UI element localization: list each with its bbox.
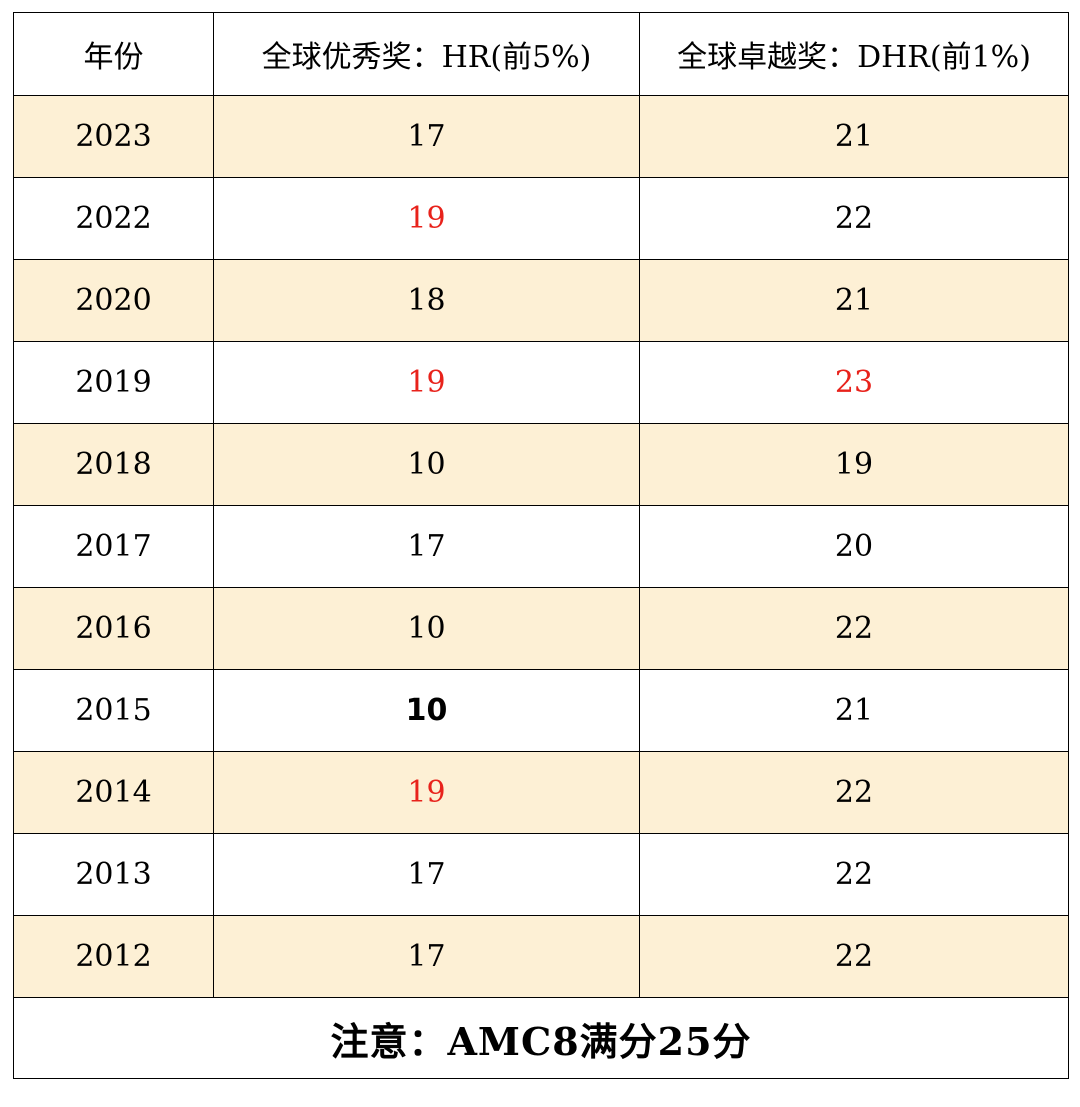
header-year: 年份: [13, 12, 214, 96]
cell-hr-score: 10: [213, 669, 640, 752]
cell-hr-score: 17: [213, 833, 640, 916]
cell-hr-score: 18: [213, 259, 640, 342]
header-row: 年份 全球优秀奖：HR(前5%) 全球卓越奖：DHR(前1%): [13, 12, 1069, 96]
cell-dhr-score: 21: [639, 95, 1069, 178]
cell-dhr-score: 21: [639, 259, 1069, 342]
table-row: 2018 10 19: [13, 423, 1069, 506]
cell-year: 2019: [13, 341, 214, 424]
table-row: 2012 17 22: [13, 915, 1069, 998]
table-row: 2023 17 21: [13, 95, 1069, 178]
table-body: 年份 全球优秀奖：HR(前5%) 全球卓越奖：DHR(前1%) 2023 17 21…: [13, 12, 1069, 1079]
cell-year: 2012: [13, 915, 214, 998]
cell-year: 2023: [13, 95, 214, 178]
cell-year: 2018: [13, 423, 214, 506]
cell-dhr-score: 20: [639, 505, 1069, 588]
cell-year: 2022: [13, 177, 214, 260]
note-row: 注意：AMC8满分25分: [13, 997, 1069, 1079]
cell-hr-score: 17: [213, 915, 640, 998]
table-row: 2020 18 21: [13, 259, 1069, 342]
table-row: 2014 19 22: [13, 751, 1069, 834]
cell-dhr-score: 22: [639, 587, 1069, 670]
table-row: 2013 17 22: [13, 833, 1069, 916]
cell-year: 2016: [13, 587, 214, 670]
table-row: 2019 19 23: [13, 341, 1069, 424]
cell-dhr-score: 22: [639, 177, 1069, 260]
cell-dhr-score: 19: [639, 423, 1069, 506]
cell-dhr-score: 23: [639, 341, 1069, 424]
cell-hr-score: 19: [213, 177, 640, 260]
cell-year: 2020: [13, 259, 214, 342]
cell-hr-score: 19: [213, 341, 640, 424]
cell-year: 2014: [13, 751, 214, 834]
cell-hr-score: 17: [213, 95, 640, 178]
cell-year: 2017: [13, 505, 214, 588]
header-hr: 全球优秀奖：HR(前5%): [213, 12, 640, 96]
table-row: 2016 10 22: [13, 587, 1069, 670]
header-dhr: 全球卓越奖：DHR(前1%): [639, 12, 1069, 96]
cell-dhr-score: 21: [639, 669, 1069, 752]
cell-year: 2015: [13, 669, 214, 752]
cell-hr-score: 10: [213, 587, 640, 670]
full-score-note: 注意：AMC8满分25分: [13, 997, 1069, 1079]
cell-hr-score: 17: [213, 505, 640, 588]
table-row: 2017 17 20: [13, 505, 1069, 588]
table-row: 2015 10 21: [13, 669, 1069, 752]
cell-hr-score: 10: [213, 423, 640, 506]
cell-year: 2013: [13, 833, 214, 916]
cell-hr-score: 19: [213, 751, 640, 834]
amc8-score-table: 年份 全球优秀奖：HR(前5%) 全球卓越奖：DHR(前1%) 2023 17 21…: [13, 12, 1069, 1079]
cell-dhr-score: 22: [639, 751, 1069, 834]
table-row: 2022 19 22: [13, 177, 1069, 260]
cell-dhr-score: 22: [639, 833, 1069, 916]
cell-dhr-score: 22: [639, 915, 1069, 998]
